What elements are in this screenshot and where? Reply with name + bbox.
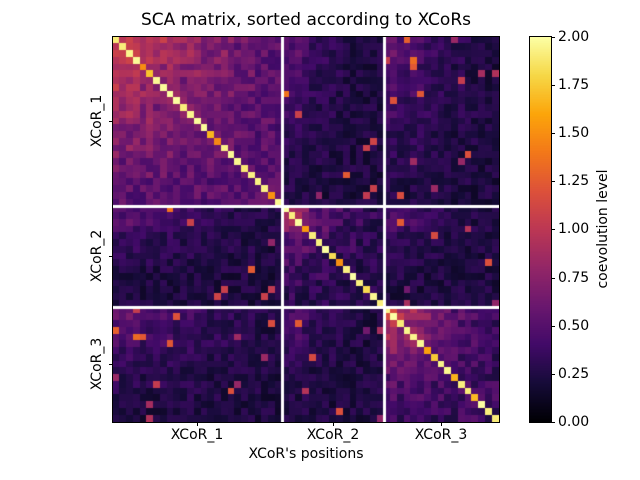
heatmap-canvas bbox=[113, 37, 499, 422]
y-tick-label: XCoR_1 bbox=[89, 94, 105, 148]
x-tick-mark bbox=[197, 422, 198, 426]
y-tick-label: XCoR_2 bbox=[89, 229, 105, 283]
x-tick-label: XCoR_1 bbox=[170, 427, 224, 443]
colorbar-tick-label: 1.25 bbox=[558, 173, 590, 189]
colorbar-tick-label: 1.75 bbox=[558, 77, 590, 93]
y-tick-mark bbox=[109, 121, 113, 122]
x-tick-mark bbox=[333, 422, 334, 426]
colorbar-tick-mark bbox=[551, 422, 555, 423]
colorbar-tick-label: 1.00 bbox=[558, 221, 590, 237]
colorbar-tick-mark bbox=[551, 133, 555, 134]
colorbar-tick-label: 1.50 bbox=[558, 125, 590, 141]
x-tick-label: XCoR_3 bbox=[414, 427, 468, 443]
y-tick-label: XCoR_3 bbox=[89, 337, 105, 391]
colorbar-tick-label: 0.00 bbox=[558, 414, 590, 430]
colorbar-tick-mark bbox=[551, 85, 555, 86]
y-tick-mark bbox=[109, 256, 113, 257]
colorbar-tick-mark bbox=[551, 37, 555, 38]
colorbar-tick-label: 0.75 bbox=[558, 270, 590, 286]
colorbar-tick-label: 2.00 bbox=[558, 29, 590, 45]
x-tick-mark bbox=[441, 422, 442, 426]
x-axis-label: XCoR's positions bbox=[248, 446, 364, 462]
colorbar-tick-label: 0.50 bbox=[558, 318, 590, 334]
x-tick-label: XCoR_2 bbox=[306, 427, 360, 443]
chart-title: SCA matrix, sorted according to XCoRs bbox=[141, 10, 471, 30]
colorbar-tick-mark bbox=[551, 278, 555, 279]
colorbar-tick-mark bbox=[551, 326, 555, 327]
colorbar bbox=[530, 37, 551, 422]
y-tick-mark bbox=[109, 364, 113, 365]
colorbar-gradient bbox=[530, 37, 551, 422]
colorbar-tick-mark bbox=[551, 229, 555, 230]
colorbar-label: coevolution level bbox=[595, 169, 611, 289]
colorbar-tick-mark bbox=[551, 374, 555, 375]
colorbar-tick-label: 0.25 bbox=[558, 366, 590, 382]
heatmap-axes bbox=[113, 37, 499, 422]
colorbar-tick-mark bbox=[551, 181, 555, 182]
